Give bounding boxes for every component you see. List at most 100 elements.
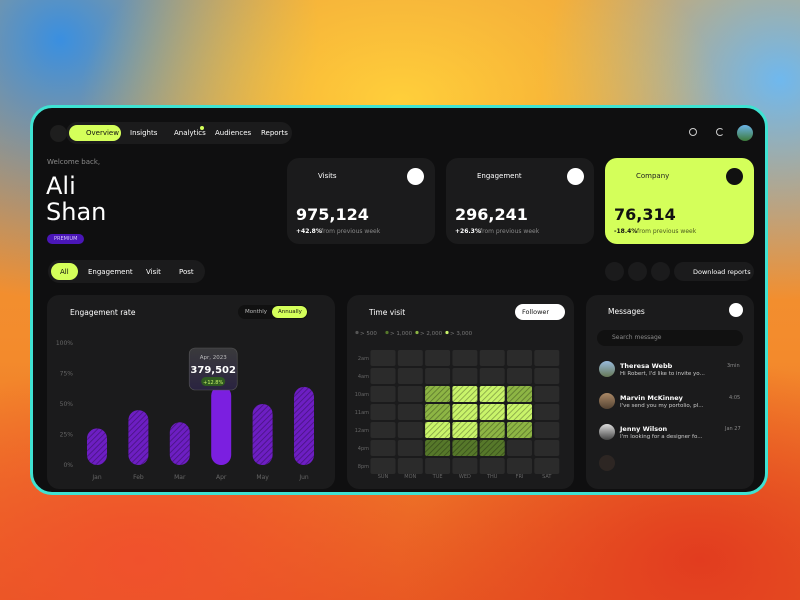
- preview: I'm looking for a designer fo...: [620, 434, 703, 440]
- row-label: 4am: [358, 374, 369, 380]
- x-tick-label: May: [256, 474, 269, 481]
- time: 3min: [727, 363, 740, 369]
- heat-cell: [397, 422, 423, 438]
- search-icon[interactable]: [689, 128, 697, 136]
- heat-hatch: [479, 440, 505, 456]
- nav-item[interactable]: Reports: [261, 129, 288, 137]
- stat-note: from previous week: [321, 228, 381, 235]
- legend-dot: [445, 330, 449, 335]
- heat-hatch: [425, 422, 451, 438]
- stat-change: -18.4%: [614, 228, 638, 235]
- legend-label: > 500: [360, 331, 377, 337]
- legend-dot: [355, 330, 359, 335]
- arrow-button[interactable]: [407, 168, 424, 185]
- preview: Hi Robert, I'd like to invite yo...: [620, 371, 705, 377]
- time: 4:05: [729, 395, 741, 401]
- heat-cell: [370, 350, 396, 366]
- heat-cell: [425, 350, 451, 366]
- time: Jan 27: [725, 426, 741, 432]
- tab[interactable]: All: [60, 268, 69, 276]
- tab[interactable]: Engagement: [88, 268, 133, 276]
- nav-dot: [200, 126, 204, 130]
- stat-value: 76,314: [614, 205, 676, 224]
- heat-hatch: [452, 386, 478, 402]
- column-label: THU: [486, 474, 498, 480]
- heat-cell: [534, 350, 560, 366]
- heat-cell: [479, 350, 505, 366]
- column-label: SUN: [378, 474, 389, 480]
- nav-item[interactable]: Audiences: [215, 129, 252, 137]
- heat-cell: [397, 386, 423, 402]
- filter-button[interactable]: [605, 262, 624, 281]
- stat-label: Company: [636, 172, 670, 180]
- tab[interactable]: Post: [179, 268, 194, 276]
- tooltip: [188, 347, 238, 391]
- heat-cell: [370, 368, 396, 384]
- avatar: [599, 455, 615, 471]
- legend-dot: [415, 330, 419, 335]
- bar-hatch: [128, 410, 149, 465]
- refresh-icon[interactable]: [716, 128, 724, 136]
- heat-hatch: [479, 404, 505, 420]
- heat-hatch: [425, 404, 451, 420]
- nav-item[interactable]: Overview: [86, 129, 119, 137]
- messages-panel: [586, 295, 754, 489]
- delete-button[interactable]: [651, 262, 670, 281]
- tab[interactable]: Visit: [146, 268, 161, 276]
- sender: Marvin McKinney: [620, 394, 683, 402]
- toggle-option[interactable]: Annually: [278, 309, 302, 315]
- stat-note: from previous week: [480, 228, 540, 235]
- column-label: SAT: [542, 474, 552, 480]
- new-message-button[interactable]: [729, 303, 743, 317]
- row-label: 8pm: [358, 464, 369, 470]
- avatar[interactable]: [737, 125, 753, 141]
- heat-hatch: [507, 386, 532, 402]
- heat-cell: [425, 368, 451, 384]
- toggle-active: [272, 306, 307, 318]
- panel-title: Time visit: [369, 308, 406, 317]
- panel-title: Engagement rate: [70, 308, 136, 317]
- column-label: FRI: [516, 474, 524, 480]
- heat-cell: [370, 386, 396, 402]
- calendar-button[interactable]: [628, 262, 647, 281]
- filter-dropdown[interactable]: [515, 304, 565, 320]
- bar-hatch: [252, 404, 273, 465]
- toggle-option[interactable]: Monthly: [245, 309, 268, 315]
- y-tick-label: 50%: [60, 401, 74, 408]
- search-placeholder: Search message: [612, 334, 662, 341]
- stat-change: +42.8%: [296, 228, 322, 235]
- arrow-button[interactable]: [726, 168, 743, 185]
- tab-bar: [48, 260, 205, 283]
- y-tick-label: 100%: [56, 340, 73, 347]
- bar-hatch: [294, 386, 314, 465]
- tab-active: [51, 263, 78, 280]
- heat-cell: [397, 350, 423, 366]
- legend-label: > 1,000: [390, 331, 413, 337]
- heat-hatch: [452, 422, 478, 438]
- heat-hatch: [479, 422, 505, 438]
- tooltip-value: 379,502: [190, 365, 236, 376]
- search-box[interactable]: [597, 330, 743, 346]
- download-button[interactable]: [674, 262, 754, 281]
- heat-cell: [507, 350, 532, 366]
- sender: Theresa Webb: [620, 362, 673, 370]
- x-tick-label: Feb: [133, 474, 144, 481]
- heat-hatch: [479, 386, 505, 402]
- nav-item[interactable]: Analytics: [174, 129, 206, 137]
- heat-cell: [534, 404, 560, 420]
- arrow-button[interactable]: [567, 168, 584, 185]
- heat-cell: [397, 404, 423, 420]
- stat-label: Visits: [318, 172, 337, 180]
- heat-hatch: [425, 386, 451, 402]
- nav-item[interactable]: Insights: [130, 129, 158, 137]
- tooltip-badge: [201, 377, 226, 386]
- avatar: [599, 361, 615, 377]
- bar: [211, 385, 232, 465]
- logo[interactable]: [50, 125, 67, 142]
- nav-bar: [66, 122, 292, 144]
- heat-cell: [534, 440, 560, 456]
- heat-hatch: [507, 422, 532, 438]
- heat-cell: [370, 458, 396, 474]
- heat-cell: [452, 458, 478, 474]
